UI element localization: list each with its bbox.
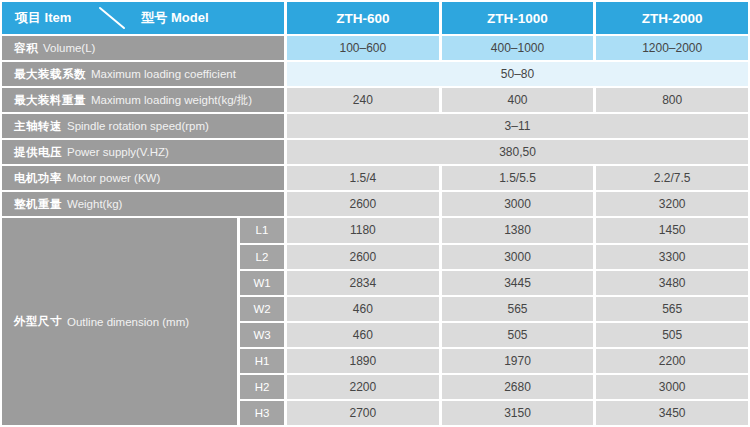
value-cell: 2600	[287, 245, 439, 269]
row-label-spindle-speed: 主轴转速 Spindle rotation speed(rpm)	[2, 114, 284, 138]
value-cell: 2200	[596, 349, 748, 373]
value-cell: 1200–2000	[596, 36, 748, 60]
value-cell: 3200	[596, 192, 748, 216]
value-cell: 3000	[442, 192, 594, 216]
value-cell: 1180	[287, 218, 439, 242]
value-cell: 2680	[442, 375, 594, 399]
value-cell: 2.2/7.5	[596, 166, 748, 190]
column-header-zth-600: ZTH-600	[287, 2, 439, 34]
value-cell: 1890	[287, 349, 439, 373]
value-cell: 565	[596, 297, 748, 321]
value-cell: 2700	[287, 401, 439, 425]
value-cell: 1.5/4	[287, 166, 439, 190]
value-cell: 3300	[596, 245, 748, 269]
diagonal-divider-icon	[97, 6, 127, 30]
value-cell: 460	[287, 323, 439, 347]
column-header-zth-2000: ZTH-2000	[596, 2, 748, 34]
dimension-sub-label-w3: W3	[240, 323, 284, 347]
value-cell: 1970	[442, 349, 594, 373]
value-cell: 2200	[287, 375, 439, 399]
value-cell-merged: 50–80	[287, 62, 748, 86]
value-cell: 3000	[596, 375, 748, 399]
value-cell: 400	[442, 88, 594, 112]
value-cell: 3480	[596, 271, 748, 295]
header-model-label: 型号 Model	[141, 9, 208, 27]
value-cell: 505	[596, 323, 748, 347]
value-cell: 240	[287, 88, 439, 112]
value-cell: 3450	[596, 401, 748, 425]
value-cell: 505	[442, 323, 594, 347]
dimension-sub-label-l1: L1	[240, 218, 284, 242]
value-cell: 1.5/5.5	[442, 166, 594, 190]
dimension-sub-label-l2: L2	[240, 245, 284, 269]
value-cell: 400–1000	[442, 36, 594, 60]
column-header-zth-1000: ZTH-1000	[442, 2, 594, 34]
dimension-sub-label-h3: H3	[240, 401, 284, 425]
header-item-label: 项目 Item	[15, 9, 71, 27]
row-label-volume: 容积 Volume(L)	[2, 36, 284, 60]
value-cell: 1380	[442, 218, 594, 242]
spec-table: 项目 Item 型号 Model ZTH-600 ZTH-1000 ZTH-20…	[0, 0, 750, 427]
row-label-loading-coefficient: 最大装载系数 Maximum loading coefficient	[2, 62, 284, 86]
value-cell: 460	[287, 297, 439, 321]
value-cell-merged: 380,50	[287, 140, 748, 164]
dimension-sub-label-w1: W1	[240, 271, 284, 295]
value-cell: 3150	[442, 401, 594, 425]
value-cell: 100–600	[287, 36, 439, 60]
value-cell: 2600	[287, 192, 439, 216]
row-label-motor-power: 电机功率 Motor power (KW)	[2, 166, 284, 190]
value-cell: 3000	[442, 245, 594, 269]
dimension-sub-label-h2: H2	[240, 375, 284, 399]
row-label-outline-dimension: 外型尺寸 Outline dimension (mm)	[2, 218, 237, 425]
value-cell: 565	[442, 297, 594, 321]
value-cell: 800	[596, 88, 748, 112]
row-label-weight: 整机重量 Weight(kg)	[2, 192, 284, 216]
dimension-sub-label-h1: H1	[240, 349, 284, 373]
value-cell-merged: 3–11	[287, 114, 748, 138]
row-label-power-supply: 提供电压 Power supply(V.HZ)	[2, 140, 284, 164]
dimension-sub-label-w2: W2	[240, 297, 284, 321]
value-cell: 3445	[442, 271, 594, 295]
value-cell: 2834	[287, 271, 439, 295]
row-label-loading-weight: 最大装料重量 Maximum loading weight(kg/批)	[2, 88, 284, 112]
value-cell: 1450	[596, 218, 748, 242]
header-item-model-cell: 项目 Item 型号 Model	[2, 2, 284, 34]
